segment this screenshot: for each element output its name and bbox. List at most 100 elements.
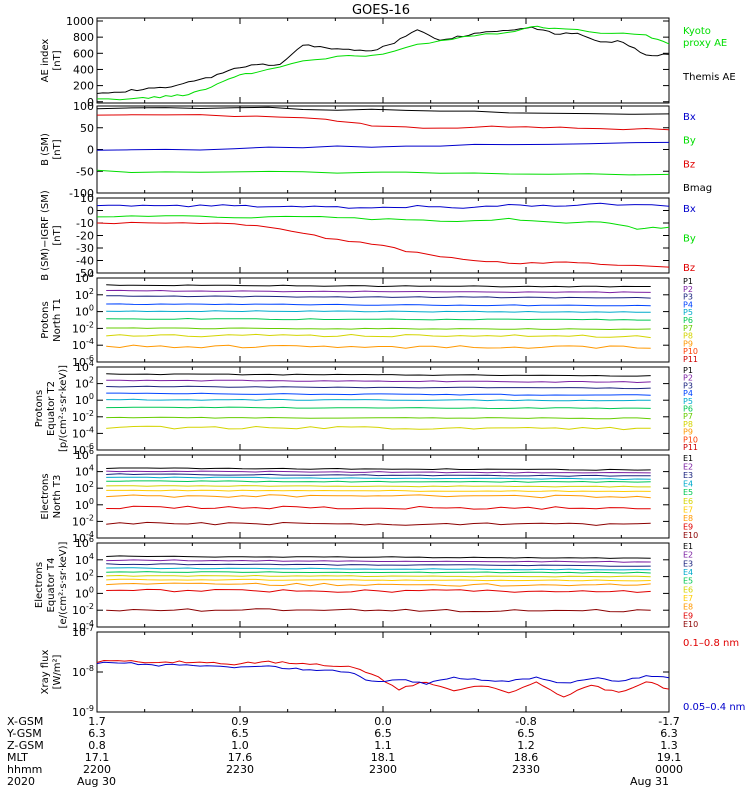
y-tick-label: 1000	[66, 15, 94, 28]
y-axis-label: Equator T2	[46, 381, 57, 436]
flux-channel-e4	[106, 476, 651, 481]
legend-pe-6: P7	[683, 412, 693, 421]
legend-bsm-2: Bz	[683, 159, 695, 170]
x-cell: 6.5	[231, 727, 249, 740]
legend-bsm-1: By	[683, 136, 696, 147]
flux-channel-p2	[106, 379, 651, 384]
x-row-label: Y-GSM	[6, 727, 42, 740]
legend-ee-6: E7	[683, 594, 693, 603]
y-tick-label-exp: -7	[86, 624, 94, 633]
legend-pe-7: P8	[683, 420, 693, 429]
x-row-label: MLT	[7, 751, 28, 764]
y-axis-label: [e/(cm²·s·sr·keV)]	[58, 541, 69, 628]
y-tick-label: -100	[69, 187, 94, 200]
y-tick-label-base: 10	[72, 411, 86, 424]
y-tick-label-exp: -9	[86, 704, 94, 713]
flux-channel-p3	[106, 385, 651, 390]
y-axis-label: [W/m²]	[52, 654, 63, 689]
y-tick-label: 10-2	[72, 602, 94, 617]
x-row-label: Z-GSM	[7, 739, 44, 752]
y-tick-label: 10-9	[72, 704, 94, 719]
y-axis-label: [nT]	[52, 50, 63, 70]
flux-channel-p2	[106, 289, 651, 294]
x-cell: 2330	[512, 763, 540, 776]
y-tick-label: 100	[75, 304, 94, 319]
y-tick-label: 106	[75, 447, 94, 462]
y-axis-label: B (SM)	[40, 133, 51, 166]
legend-pe-5: P6	[683, 405, 693, 414]
legend-bigrf-0: Bx	[683, 204, 696, 215]
y-tick-label-exp: 0	[89, 392, 94, 401]
legend-pn-0: P1	[683, 277, 693, 286]
x-cell: 0.0	[374, 715, 392, 728]
legend-xr-1: 0.05–0.4 nm	[683, 702, 745, 713]
series-bz	[96, 221, 670, 268]
y-axis-label: [p/(cm²·s·sr·keV)]	[58, 365, 69, 452]
y-tick-label: 100	[73, 100, 94, 113]
legend-ee-8: E9	[683, 611, 693, 620]
x-row-label: X-GSM	[7, 715, 43, 728]
y-tick-label-exp: 2	[89, 480, 94, 489]
y-tick-label-exp: 2	[89, 569, 94, 578]
y-tick-label: 200	[73, 80, 94, 93]
flux-channel-p1	[106, 373, 651, 377]
flux-channel-e3	[106, 563, 651, 567]
series-bmag	[96, 106, 670, 115]
legend-pe-8: P9	[683, 428, 693, 437]
y-tick-label-base: 10	[75, 289, 89, 302]
legend-pe-1: P2	[683, 374, 693, 383]
legend-pn-1: P2	[683, 285, 693, 294]
legend-ee-9: E10	[683, 620, 698, 629]
y-tick-label-base: 10	[72, 444, 86, 457]
panel-frame-xr	[96, 631, 670, 713]
x-cell: -1.7	[658, 715, 679, 728]
legend-en-0: E1	[683, 454, 693, 463]
y-tick-label: 10-8	[72, 664, 94, 679]
y-tick-label-base: 10	[75, 537, 89, 550]
y-tick-label: 100	[75, 497, 94, 512]
y-tick-label: -40	[76, 255, 94, 268]
x-cell: 6.5	[517, 727, 535, 740]
flux-channel-e4	[106, 567, 651, 571]
y-tick-label: -50	[76, 165, 94, 178]
y-axis-label: B (SM)−IGRF (SM)	[40, 190, 51, 281]
y-tick-label: 102	[75, 480, 94, 495]
flux-channel-e8	[106, 494, 651, 499]
y-tick-label-exp: -2	[86, 513, 94, 522]
y-tick-label-exp: -2	[86, 409, 94, 418]
y-tick-label-base: 10	[72, 626, 86, 639]
flux-channel-p8	[106, 425, 651, 431]
flux-channel-e5	[106, 571, 651, 574]
legend-pn-4: P5	[683, 308, 693, 317]
y-tick-label-base: 10	[75, 587, 89, 600]
y-tick-label-exp: 4	[89, 552, 94, 561]
flux-channel-e2	[106, 470, 651, 474]
y-tick-label: 104	[75, 359, 94, 374]
legend-pe-2: P3	[683, 381, 693, 390]
panel-bigrf: 100-10-20-30-40-50 B (SM)−IGRF (SM) [nT] Bx…	[40, 190, 696, 281]
y-tick-label: 0	[87, 144, 94, 157]
y-axis-label: [nT]	[52, 139, 63, 159]
y-tick-label-base: 10	[72, 621, 86, 634]
y-tick-label: 100	[75, 392, 94, 407]
flux-channel-e6	[106, 574, 651, 578]
series-bz	[96, 114, 670, 131]
y-tick-label-base: 10	[72, 666, 86, 679]
y-tick-label-exp: -2	[86, 602, 94, 611]
panel-bsm: 100 50 0 -50 -100 B (SM) [nT] Bx By Bz Bmag	[40, 100, 712, 200]
legend-pn-5: P6	[683, 316, 693, 325]
y-tick-label-base: 10	[72, 706, 86, 719]
y-tick-label: -10	[76, 217, 94, 230]
legend-en-5: E6	[683, 497, 693, 506]
x-cell: 17.6	[228, 751, 253, 764]
legend-ee-3: E4	[683, 568, 693, 577]
x-cell: Aug 30	[77, 775, 116, 788]
y-tick-label: 10-2	[72, 513, 94, 528]
y-tick-label-base: 10	[72, 515, 86, 528]
legend-pn-8: P9	[683, 339, 693, 348]
y-tick-label-base: 10	[75, 499, 89, 512]
